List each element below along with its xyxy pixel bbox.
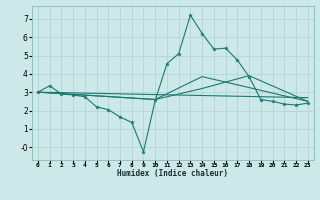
X-axis label: Humidex (Indice chaleur): Humidex (Indice chaleur) bbox=[117, 169, 228, 178]
